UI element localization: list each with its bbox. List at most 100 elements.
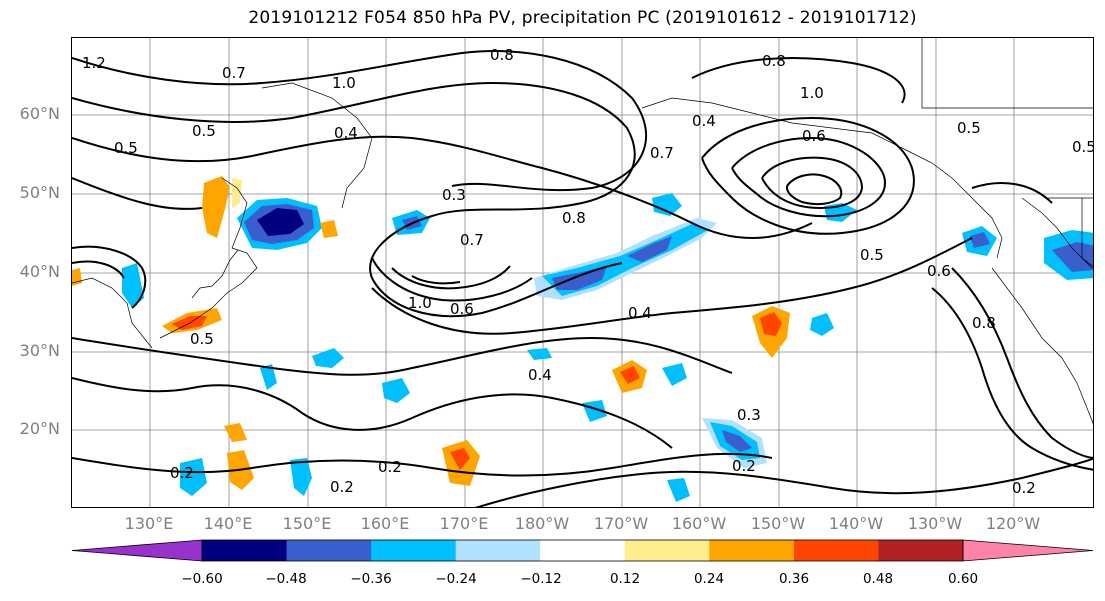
contour-label: 0.7 <box>460 231 484 249</box>
precip-negative-patch <box>122 263 144 308</box>
precip-negative-patch <box>722 430 752 452</box>
colorbar-segment <box>455 540 541 561</box>
contour-labels: 0.8 1.0 0.8 1.0 0.4 0.3 0.8 0.7 1.0 0.6 … <box>82 46 1094 497</box>
precip-positive-patch <box>320 220 338 238</box>
contour-label: 0.4 <box>628 304 652 322</box>
precip-negative-patch <box>260 364 277 390</box>
colorbar-segment <box>540 540 626 561</box>
lon-label: 160°E <box>360 514 410 533</box>
colorbar-tick-label: 0.60 <box>947 571 979 587</box>
lat-label-50n: 50°N <box>19 183 60 202</box>
map-canvas: 0.8 1.0 0.8 1.0 0.4 0.3 0.8 0.7 1.0 0.6 … <box>72 38 1094 507</box>
contour-label: 0.5 <box>192 122 216 140</box>
colorbar-tick-label: 0.48 <box>862 571 894 587</box>
precip-negative-patch <box>552 266 607 290</box>
contour-label: 0.5 <box>1072 138 1094 156</box>
lat-label-40n: 40°N <box>19 262 60 281</box>
colorbar-tick-label: −0.24 <box>435 571 477 587</box>
contour-label: 0.2 <box>732 457 756 475</box>
precip-negative-patch <box>970 232 990 248</box>
precip-negative-patch <box>382 378 410 403</box>
precip-negative-patch <box>257 208 304 236</box>
colorbar <box>71 539 1094 562</box>
contour-label: 0.2 <box>378 458 402 476</box>
contour-label: 0.5 <box>860 246 884 264</box>
contour-label: 0.3 <box>737 406 761 424</box>
contour-label: 0.8 <box>972 314 996 332</box>
contour-label: 0.8 <box>562 209 586 227</box>
precip-positive-patch <box>232 178 242 208</box>
contour-label: 0.4 <box>692 112 716 130</box>
lon-label: 130°E <box>124 514 174 533</box>
contour-label: 0.8 <box>490 46 514 64</box>
precip-positive-patch <box>620 366 640 384</box>
contour-label: 0.6 <box>927 262 951 280</box>
lon-label: 150°E <box>282 514 332 533</box>
contour-label: 0.5 <box>114 139 138 157</box>
contour-label: 0.7 <box>650 144 674 162</box>
colorbar-segment <box>624 540 710 561</box>
contour-label: 0.4 <box>334 124 358 142</box>
precip-negative-patch <box>627 236 672 262</box>
colorbar-extension-max <box>962 539 1094 562</box>
colorbar-tick-label: −0.36 <box>350 571 392 587</box>
lat-label-20n: 20°N <box>19 419 60 438</box>
precip-negative-patch <box>180 458 207 496</box>
coastlines <box>72 38 1093 424</box>
lon-label: 120°W <box>985 514 1041 533</box>
precip-negative-patch <box>312 348 344 368</box>
colorbar-tick-label: −0.48 <box>265 571 307 587</box>
contour-label: 0.6 <box>802 127 826 145</box>
colorbar-tick-label: −0.60 <box>181 571 223 587</box>
colorbar-segment <box>709 540 795 561</box>
pv-contours <box>72 50 1093 507</box>
contour-label: 0.7 <box>222 64 246 82</box>
colorbar-tick-label: 0.12 <box>609 571 641 587</box>
contour-label: 0.2 <box>170 464 194 482</box>
contour-label: 1.0 <box>408 294 432 312</box>
contour-label: 1.0 <box>332 74 356 92</box>
contour-label: 1.0 <box>800 84 824 102</box>
precip-negative-patch <box>527 348 552 360</box>
colorbar-segment <box>202 540 288 561</box>
colorbar-segment <box>286 540 372 561</box>
precip-positive-patch <box>224 423 247 442</box>
contour-label: 0.5 <box>190 330 214 348</box>
colorbar-segment <box>371 540 457 561</box>
lon-label: 140°E <box>203 514 253 533</box>
lon-label: 140°W <box>828 514 884 533</box>
contour-label: 0.2 <box>1012 479 1036 497</box>
precip-negative-patch <box>652 193 682 216</box>
lon-label: 170°E <box>439 514 489 533</box>
contour-label: 0.5 <box>957 119 981 137</box>
colorbar-tick-label: 0.36 <box>778 571 810 587</box>
chart-title: 2019101212 F054 850 hPa PV, precipitatio… <box>248 8 917 28</box>
precip-negative-patch <box>582 400 607 422</box>
precip-positive-patch <box>760 312 782 336</box>
contour-label: 0.4 <box>528 366 552 384</box>
precip-negative-patch <box>662 363 687 386</box>
contour-label: 1.2 <box>82 54 106 72</box>
contour-label: 0.8 <box>762 52 786 70</box>
contour-label: 0.6 <box>450 300 474 318</box>
colorbar-tick-label: 0.24 <box>693 571 725 587</box>
contour-label: 0.3 <box>442 186 466 204</box>
precip-positive-patch <box>450 448 470 470</box>
lon-label: 170°W <box>593 514 649 533</box>
colorbar-extension-min <box>71 539 203 562</box>
colorbar-tick-label: −0.12 <box>520 571 562 587</box>
lon-label: 150°W <box>750 514 806 533</box>
map-panel: 0.8 1.0 0.8 1.0 0.4 0.3 0.8 0.7 1.0 0.6 … <box>71 37 1094 508</box>
precip-negative-patch <box>810 313 834 336</box>
lat-label-60n: 60°N <box>19 104 60 123</box>
precip-negative-patch <box>667 478 690 502</box>
lon-label: 180°W <box>514 514 570 533</box>
precip-negative-patch <box>290 458 312 496</box>
precip-positive-patch <box>72 268 82 286</box>
lat-label-30n: 30°N <box>19 341 60 360</box>
colorbar-segment <box>793 540 879 561</box>
contour-label: 0.2 <box>330 478 354 496</box>
colorbar-frame <box>201 539 964 562</box>
precip-negative-patch <box>1052 242 1093 272</box>
lon-label: 160°W <box>671 514 727 533</box>
